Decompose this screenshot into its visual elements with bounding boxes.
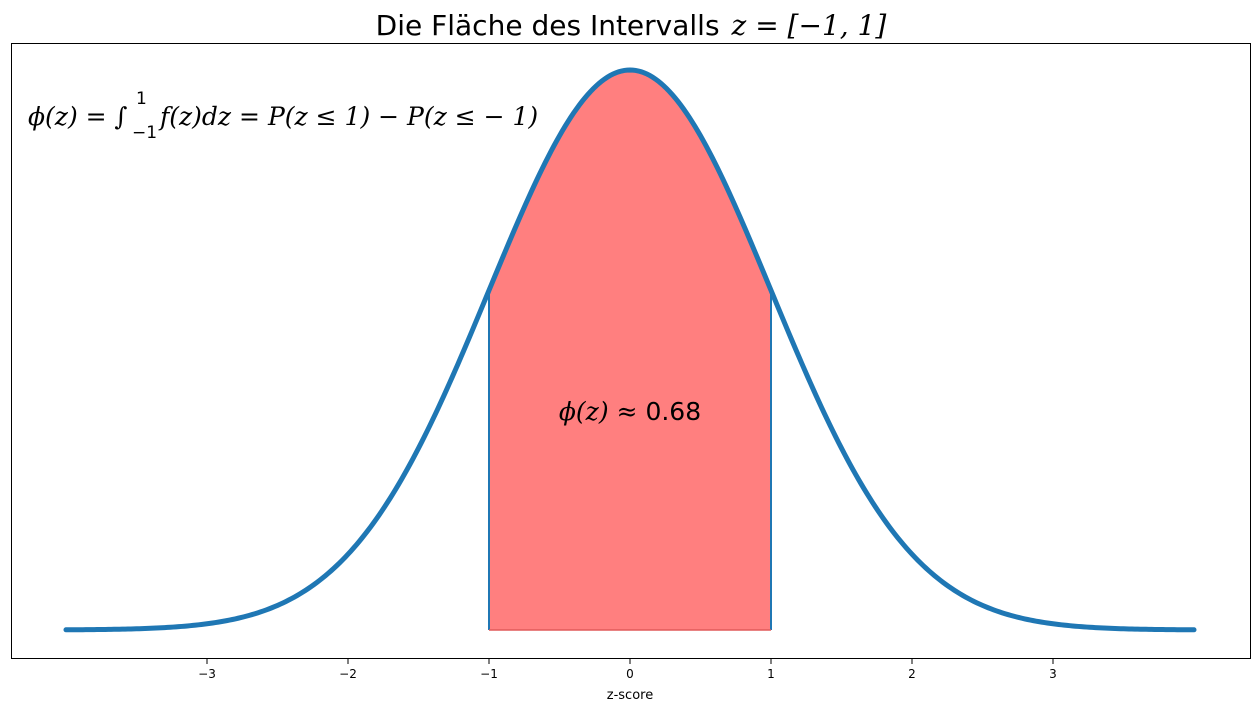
x-tick-label: −3	[198, 667, 216, 681]
x-tick-label: 3	[1049, 667, 1057, 681]
area-label: ϕ(z) ≈ 0.68	[559, 397, 701, 426]
shaded-area-interval	[489, 70, 771, 630]
x-axis-ticks: −3 −2 −1 0 1 2 3	[198, 659, 1057, 681]
chart-title: Die Fläche des Intervalls z = [−1, 1]	[376, 9, 887, 42]
chart-title-text: Die Fläche des Intervalls	[376, 9, 720, 42]
chart-title-math: z = [−1, 1]	[731, 9, 887, 42]
normal-pdf-curve	[63, 67, 1197, 633]
formula-lhs: ϕ(z) = ∫	[28, 102, 128, 131]
x-tick-label: −2	[339, 667, 357, 681]
formula-annotation: ϕ(z) = ∫ 1 −1 f(z)dz = P(z ≤ 1) − P(z ≤ …	[28, 89, 538, 143]
x-tick-label: 0	[626, 667, 634, 681]
x-tick-label: 1	[767, 667, 775, 681]
formula-rhs: f(z)dz = P(z ≤ 1) − P(z ≤ − 1)	[158, 102, 538, 131]
x-tick-label: −1	[480, 667, 498, 681]
area-label-value: 0.68	[645, 397, 701, 426]
formula-upper-limit: 1	[136, 89, 147, 109]
area-label-math: ϕ(z) ≈	[559, 397, 646, 426]
x-tick-label: 2	[908, 667, 916, 681]
formula-lower-limit: −1	[132, 123, 157, 143]
x-axis-label: z-score	[607, 688, 653, 703]
